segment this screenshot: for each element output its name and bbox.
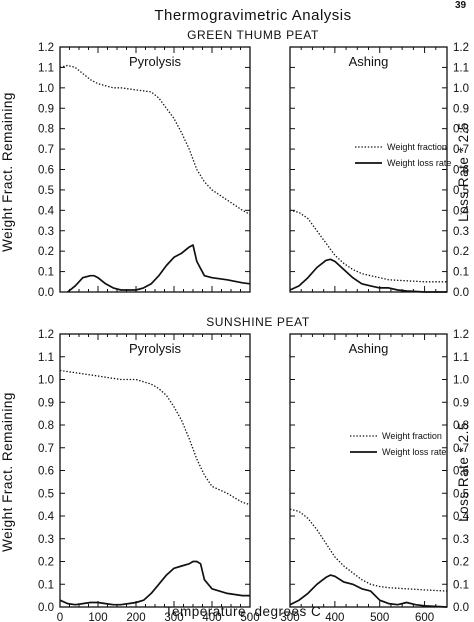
c0-pyro-frame	[59, 46, 251, 293]
right-ytick-label: 1.0	[453, 375, 469, 387]
xtick-label: 600	[415, 612, 434, 622]
left-ytick-label: 0.7	[38, 443, 54, 455]
right-ytick-label: 0.0	[453, 602, 469, 614]
c1-pyro-panel-title: Pyrolysis	[129, 341, 182, 356]
right-ytick-label: 0.7	[453, 144, 469, 156]
xtick-label: 500	[240, 612, 259, 622]
left-ytick-label: 0.9	[38, 103, 54, 115]
xtick-label: 300	[164, 612, 183, 622]
legend-weight-fraction-label: Weight fraction	[382, 431, 442, 441]
left-ytick-label: 1.1	[38, 352, 54, 364]
c1-pyro-loss-rate-line	[59, 560, 250, 606]
page-number: 39	[455, 0, 467, 11]
left-ytick-label: 0.6	[38, 165, 54, 177]
left-ytick-label: 0.9	[38, 397, 54, 409]
right-ytick-label: 0.5	[453, 185, 469, 197]
bottom-chart-title: SUNSHINE PEAT	[206, 315, 310, 329]
left-ytick-label: 0.5	[38, 185, 54, 197]
xtick-label: 0	[57, 612, 63, 622]
right-ytick-label: 0.2	[453, 246, 469, 258]
left-ytick-label: 0.6	[38, 466, 54, 478]
xtick-label: 400	[202, 612, 221, 622]
c0-pyro-loss-rate-line	[67, 244, 251, 293]
legend-weight-fraction-label: Weight fraction	[387, 142, 447, 152]
c0-ash-panel-title: Ashing	[349, 54, 389, 69]
right-ytick-label: 0.5	[453, 488, 469, 500]
right-ytick-label: 0.9	[453, 103, 469, 115]
legend-weight-loss-rate-label: Weight loss rate	[382, 447, 446, 457]
right-ytick-label: 0.8	[453, 420, 469, 432]
c0-ash-loss-rate-line	[289, 258, 447, 293]
left-ytick-label: 0.8	[38, 420, 54, 432]
c1-ash-frame	[289, 333, 448, 608]
c1-pyro-weight-fraction-line	[59, 369, 251, 506]
right-ytick-label: 0.3	[453, 534, 469, 546]
figure-title: Thermogravimetric Analysis	[154, 7, 351, 24]
left-ytick-label: 0.4	[38, 511, 55, 523]
xtick-label: 500	[370, 612, 389, 622]
right-ytick-label: 0.7	[453, 443, 469, 455]
left-ytick-label: 0.8	[38, 124, 54, 136]
xtick-label: 100	[88, 612, 107, 622]
left-ytick-label: 0.5	[38, 488, 54, 500]
plot-layer: 0.0 0.1 0.2 0.3 0.4 0.5 0.6 0.7 0.8 0.9 1.0 1.1 1.2 P…	[38, 42, 470, 622]
c0-pyro-panel-title: Pyrolysis	[129, 54, 182, 69]
right-ytick-label: 0.0	[453, 287, 469, 299]
right-ytick-label: 0.9	[453, 397, 469, 409]
legend-weight-loss-rate-label: Weight loss rate	[387, 158, 451, 168]
left-ytick-label: 0.0	[38, 602, 54, 614]
right-ytick-label: 0.8	[453, 124, 469, 136]
c1-ash-panel-title: Ashing	[349, 341, 389, 356]
xtick-label: 400	[325, 612, 344, 622]
right-ytick-label: 0.2	[453, 557, 469, 569]
right-ytick-label: 0.6	[453, 466, 469, 478]
left-axis-label-top: Weight Fract. Remaining	[0, 92, 15, 252]
left-ytick-label: 1.1	[38, 62, 54, 74]
c1-ash-weight-fraction-line	[289, 508, 448, 592]
left-ytick-label: 0.3	[38, 534, 54, 546]
left-ytick-label: 1.0	[38, 83, 54, 95]
right-ytick-label: 0.1	[453, 267, 469, 279]
right-ytick-label: 1.2	[453, 42, 469, 54]
left-ytick-label: 0.0	[38, 287, 54, 299]
xtick-label: 200	[126, 612, 145, 622]
right-ytick-label: 0.4	[453, 205, 470, 217]
left-ytick-label: 1.2	[38, 329, 54, 341]
left-ytick-label: 0.1	[38, 579, 54, 591]
right-ytick-label: 1.0	[453, 83, 469, 95]
c0-pyro-weight-fraction-line	[59, 64, 251, 215]
c1-ash-loss-rate-line	[289, 574, 448, 608]
right-axis-label-bottom: Loss Rate * 2.5	[456, 422, 471, 522]
left-ytick-label: 1.2	[38, 42, 54, 54]
right-ytick-label: 1.1	[453, 62, 469, 74]
x-axis-label: Temperature, degrees C	[165, 604, 322, 619]
left-ytick-label: 0.4	[38, 205, 55, 217]
c0-ash-frame	[289, 46, 448, 293]
left-ytick-label: 0.2	[38, 557, 54, 569]
right-ytick-label: 1.2	[453, 329, 469, 341]
c0-ash-weight-fraction-line	[289, 209, 447, 283]
left-ytick-label: 0.7	[38, 144, 54, 156]
right-axis-label-top: Loss Rate * 2.5	[456, 122, 471, 222]
left-ytick-label: 1.0	[38, 375, 54, 387]
left-ytick-label: 0.2	[38, 246, 54, 258]
right-ytick-label: 0.1	[453, 579, 469, 591]
top-chart-title: GREEN THUMB PEAT	[187, 28, 319, 42]
right-ytick-label: 0.4	[453, 511, 470, 523]
right-ytick-label: 1.1	[453, 352, 469, 364]
left-axis-label-bottom: Weight Fract. Remaining	[0, 392, 15, 552]
xtick-label: 300	[280, 612, 299, 622]
left-ytick-label: 0.1	[38, 267, 54, 279]
right-ytick-label: 0.3	[453, 226, 469, 238]
right-ytick-label: 0.6	[453, 165, 469, 177]
left-ytick-label: 0.3	[38, 226, 54, 238]
